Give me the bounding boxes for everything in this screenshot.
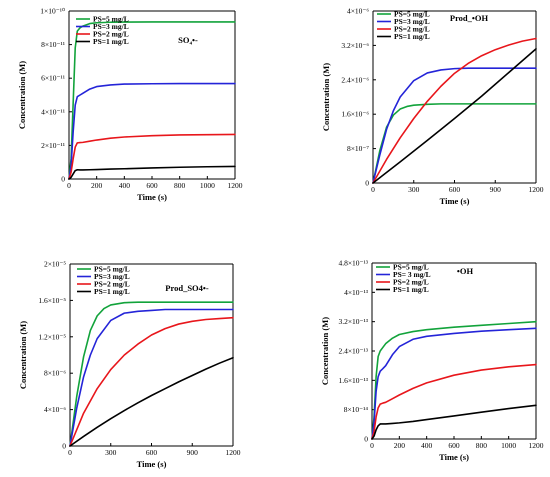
series-line-3 <box>69 316 234 447</box>
y-tick-label: 2×10⁻⁵ <box>44 260 66 269</box>
x-tick-label: 1200 <box>228 181 243 190</box>
panel-title: SO₄•- <box>178 35 198 45</box>
x-axis-title: Time (s) <box>440 196 470 206</box>
series-line-1 <box>68 21 236 180</box>
y-tick-label: 1.2×10⁻⁵ <box>38 332 66 341</box>
y-axis-title: Concentration (M) <box>321 63 331 131</box>
series-line-1 <box>371 320 537 440</box>
legend-entry: PS=1 mg/L <box>394 32 430 41</box>
x-tick-label: 1200 <box>529 185 544 194</box>
legend-entry: PS=5 mg/L <box>394 10 430 19</box>
series-line-4 <box>372 48 537 184</box>
series-line-2 <box>371 327 537 440</box>
legend-entry: PS= 3 mg/L <box>393 270 431 279</box>
x-tick-label: 900 <box>187 448 199 457</box>
y-tick-label: 0 <box>62 442 66 451</box>
chart-panel-4: 0 200 400 600 800 1000 1200 0 8×10⁻¹⁴ 1.6×10⁻¹³ 2.… <box>320 259 544 463</box>
series-line-1 <box>69 301 234 447</box>
y-tick-label: 2×10⁻¹¹ <box>41 141 65 150</box>
y-tick-label: 4.8×10⁻¹³ <box>338 259 368 268</box>
y-tick-label: 4×10⁻¹¹ <box>41 107 65 116</box>
y-tick-label: 4×10⁻⁶ <box>44 405 66 414</box>
x-tick-label: 0 <box>67 181 71 190</box>
y-tick-label: 2.4×10⁻¹³ <box>338 347 368 356</box>
x-axis-title: Time (s) <box>137 459 167 469</box>
y-tick-label: 8×10⁻¹¹ <box>41 40 65 49</box>
y-tick-label: 3.2×10⁻¹³ <box>338 317 368 326</box>
x-tick-label: 600 <box>146 448 158 457</box>
x-tick-label: 0 <box>371 185 375 194</box>
y-tick-label: 1.6×10⁻⁵ <box>38 296 66 305</box>
y-tick-label: 0 <box>364 435 368 444</box>
series-line-2 <box>69 308 234 447</box>
y-tick-label: 8×10⁻⁶ <box>44 369 66 378</box>
y-tick-label: 0 <box>61 175 65 184</box>
x-tick-label: 1000 <box>501 441 516 450</box>
chart-panel-1: 0 200 400 600 800 1000 1200 0 2×10⁻¹¹ 4×10⁻¹¹ 6×10… <box>17 7 243 203</box>
x-tick-label: 600 <box>146 181 158 190</box>
x-tick-label: 0 <box>68 448 72 457</box>
y-tick-label: 0 <box>365 179 369 188</box>
y-axis-title: Concentration (M) <box>320 317 330 385</box>
legend-entry: PS=2 mg/L <box>393 278 429 287</box>
series-line-3 <box>68 133 236 180</box>
series-line-3 <box>371 363 537 440</box>
x-tick-label: 200 <box>91 181 103 190</box>
x-tick-label: 1000 <box>200 181 215 190</box>
chart-panel-3: 0 300 600 900 1200 0 4×10⁻⁶ 8×10⁻⁶ 1.2×10⁻⁵ 1.6×1… <box>18 260 241 470</box>
x-tick-label: 300 <box>408 185 420 194</box>
x-tick-label: 1200 <box>226 448 241 457</box>
y-tick-label: 3.2×10⁻⁶ <box>341 41 369 50</box>
x-axis-title: Time (s) <box>439 452 469 462</box>
panel-title: Prod_SO4•- <box>165 283 209 293</box>
series-line-4 <box>69 356 234 447</box>
x-tick-label: 800 <box>476 441 488 450</box>
series-line-4 <box>371 404 537 440</box>
legend-entry: PS=5 mg/L <box>94 265 130 274</box>
y-tick-label: 8×10⁻¹⁴ <box>344 405 369 414</box>
x-tick-label: 1200 <box>529 441 544 450</box>
y-tick-label: 1×10⁻¹⁰ <box>40 7 65 16</box>
legend-entry: PS=5 mg/L <box>393 263 429 272</box>
series-line-4 <box>68 165 236 180</box>
x-tick-label: 200 <box>394 441 406 450</box>
panel-title: •OH <box>457 266 474 276</box>
x-axis-title: Time (s) <box>137 192 167 202</box>
y-tick-label: 4×10⁻⁶ <box>347 7 369 16</box>
panel-title: Prod_•OH <box>450 13 489 23</box>
y-tick-label: 6×10⁻¹¹ <box>41 74 65 83</box>
legend-entry: PS=2 mg/L <box>394 25 430 34</box>
legend-entry: PS=1 mg/L <box>93 37 129 46</box>
y-tick-label: 4×10⁻¹³ <box>344 288 369 297</box>
y-tick-label: 1.6×10⁻⁶ <box>341 110 369 119</box>
x-tick-label: 0 <box>370 441 374 450</box>
y-axis-title: Concentration (M) <box>18 321 28 389</box>
series-line-3 <box>372 37 537 184</box>
series-line-2 <box>372 67 537 184</box>
y-axis-title: Concentration (M) <box>17 61 27 129</box>
y-tick-label: 8×10⁻⁷ <box>347 144 369 153</box>
legend-entry: PS=1 mg/L <box>393 285 429 294</box>
legend-entry: PS=1 mg/L <box>94 287 130 296</box>
x-tick-label: 400 <box>119 181 131 190</box>
x-tick-label: 300 <box>105 448 117 457</box>
y-tick-label: 1.6×10⁻¹³ <box>338 376 368 385</box>
x-tick-label: 600 <box>448 441 460 450</box>
legend-entry: PS=3 mg/L <box>94 272 130 281</box>
legend-entry: PS=2 mg/L <box>93 30 129 39</box>
x-tick-label: 600 <box>449 185 461 194</box>
legend-entry: PS=3 mg/L <box>394 17 430 26</box>
y-tick-label: 2.4×10⁻⁶ <box>341 75 369 84</box>
x-tick-label: 400 <box>421 441 433 450</box>
legend-entry: PS=2 mg/L <box>94 280 130 289</box>
x-tick-label: 900 <box>490 185 502 194</box>
chart-panel-2: 0 300 600 900 1200 0 8×10⁻⁷ 1.6×10⁻⁶ 2.4×10⁻⁶ 3.2… <box>321 7 544 207</box>
legend-entry: PS=5 mg/L <box>93 15 129 24</box>
x-tick-label: 800 <box>174 181 186 190</box>
series-line-2 <box>68 82 236 180</box>
legend-entry: PS=3 mg/L <box>93 22 129 31</box>
